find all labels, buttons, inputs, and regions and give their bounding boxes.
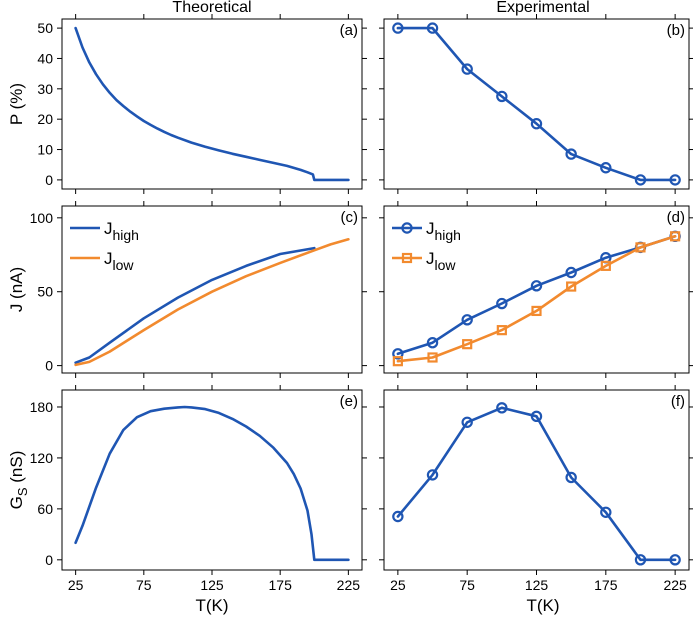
data-point-j-high [565, 266, 577, 279]
panel-label: (f) [671, 393, 685, 410]
data-point-j-low [600, 260, 611, 271]
data-point-j-high [392, 348, 404, 360]
data-point-g-s [600, 506, 612, 518]
data-point-j-low [566, 281, 577, 292]
x-tick-label: 125 [200, 577, 224, 593]
y-tick-label: 50 [37, 20, 53, 36]
data-point-g-s [392, 510, 404, 523]
data-point-j-low [635, 242, 646, 253]
y-tick-label: 50 [37, 284, 53, 300]
y-tick-label: 60 [37, 501, 53, 517]
plot-frame [61, 18, 363, 190]
series-line-p [74, 26, 350, 182]
series-line-j-high [74, 246, 316, 365]
data-point-p [392, 22, 404, 34]
panel-label: (b) [667, 22, 685, 39]
y-tick-label: 100 [30, 210, 54, 226]
x-tick-label: 75 [136, 577, 152, 593]
plot-frame [383, 18, 690, 190]
legend-entry-j-high: Jhigh [70, 219, 139, 243]
plot-frame [61, 389, 363, 571]
panel-f-experimental-conductance: 25 75 125 175 225 (f) [379, 385, 693, 593]
data-point-g-s [669, 554, 681, 566]
x-tick-label: 175 [594, 577, 618, 593]
data-point-g-s [634, 554, 647, 566]
column-title-experimental: Experimental [496, 0, 589, 16]
column-title-theoretical: Theoretical [172, 0, 251, 16]
panel-c-theoretical-current: 0 50 100 J (nA) (c) Jhigh Jlow [7, 201, 367, 378]
legend-label: Jlow [104, 249, 134, 273]
x-tick-label: 125 [525, 577, 549, 593]
series-line-j-high [396, 235, 677, 356]
data-point-j-low [392, 356, 403, 367]
y-axis-label: P (%) [7, 83, 26, 125]
panel-label: (d) [667, 209, 685, 226]
y-tick-label: 10 [37, 142, 53, 158]
panel-label: (e) [340, 393, 358, 410]
data-point-j-high [530, 280, 543, 292]
legend-entry-j-high: Jhigh [392, 219, 461, 243]
legend-label: Jlow [426, 249, 456, 273]
data-point-j-low [462, 339, 473, 350]
data-point-g-s [461, 416, 473, 428]
data-point-g-s [496, 402, 508, 414]
data-point-g-s [530, 410, 543, 423]
x-tick-label: 225 [337, 577, 361, 593]
data-point-j-low [531, 305, 542, 317]
x-tick-label: 25 [390, 577, 406, 593]
legend-label: Jhigh [426, 219, 461, 243]
y-tick-label: 0 [45, 358, 53, 374]
x-axis-label-right: T(K) [526, 596, 559, 615]
series-line-g-s [396, 406, 677, 562]
x-tick-label: 25 [68, 577, 84, 593]
legend-entry-j-low: Jlow [70, 249, 134, 273]
y-tick-label: 0 [45, 552, 53, 568]
y-tick-label: 20 [37, 111, 53, 127]
y-axis-label: GS (nS) [7, 451, 30, 510]
data-point-p [669, 174, 681, 186]
legend-entry-j-low: Jlow [392, 249, 456, 273]
data-point-p [530, 118, 543, 130]
x-tick-label: 75 [459, 577, 475, 593]
legend-label: Jhigh [104, 219, 139, 243]
data-point-p [565, 148, 577, 160]
y-axis-label: J (nA) [7, 267, 26, 312]
data-point-j-low [670, 231, 681, 242]
data-point-p [496, 90, 508, 103]
data-point-g-s [426, 469, 439, 481]
y-tick-label: 40 [37, 50, 53, 66]
data-point-p [461, 63, 473, 75]
y-tick-label: 180 [30, 399, 54, 415]
x-tick-label: 175 [269, 577, 293, 593]
y-tick-label: 0 [45, 172, 53, 188]
panel-b-experimental-polarization: (b) [379, 14, 693, 194]
data-point-j-high [426, 337, 439, 349]
series-line-j-low [396, 235, 677, 363]
data-point-j-low [496, 325, 507, 336]
series-line-j-low [74, 238, 350, 367]
y-tick-label: 120 [30, 450, 54, 466]
x-axis-label-left: T(K) [195, 596, 228, 615]
panel-d-experimental-current: (d) Jhigh Jlow [379, 201, 693, 378]
legend-marker [401, 252, 413, 264]
panel-e-theoretical-conductance: 25 75 125 175 225 0 60 120 180 GS (nS) (e) [7, 385, 367, 593]
data-point-p [426, 22, 439, 34]
data-point-j-high [461, 314, 473, 326]
panel-label: (a) [340, 22, 358, 39]
panel-a-theoretical-polarization: 0 10 20 30 40 50 P (%) (a) [7, 14, 367, 194]
panel-label: (c) [341, 209, 359, 226]
data-point-j-high [496, 297, 508, 310]
legend-marker [401, 222, 413, 234]
data-point-p [634, 174, 647, 186]
x-tick-label: 225 [663, 577, 687, 593]
y-tick-label: 30 [37, 81, 53, 97]
series-line-p [396, 26, 677, 182]
series-line-g-s [74, 405, 350, 562]
data-point-j-low [427, 352, 438, 363]
data-point-g-s [565, 471, 577, 484]
data-point-p [600, 162, 612, 174]
